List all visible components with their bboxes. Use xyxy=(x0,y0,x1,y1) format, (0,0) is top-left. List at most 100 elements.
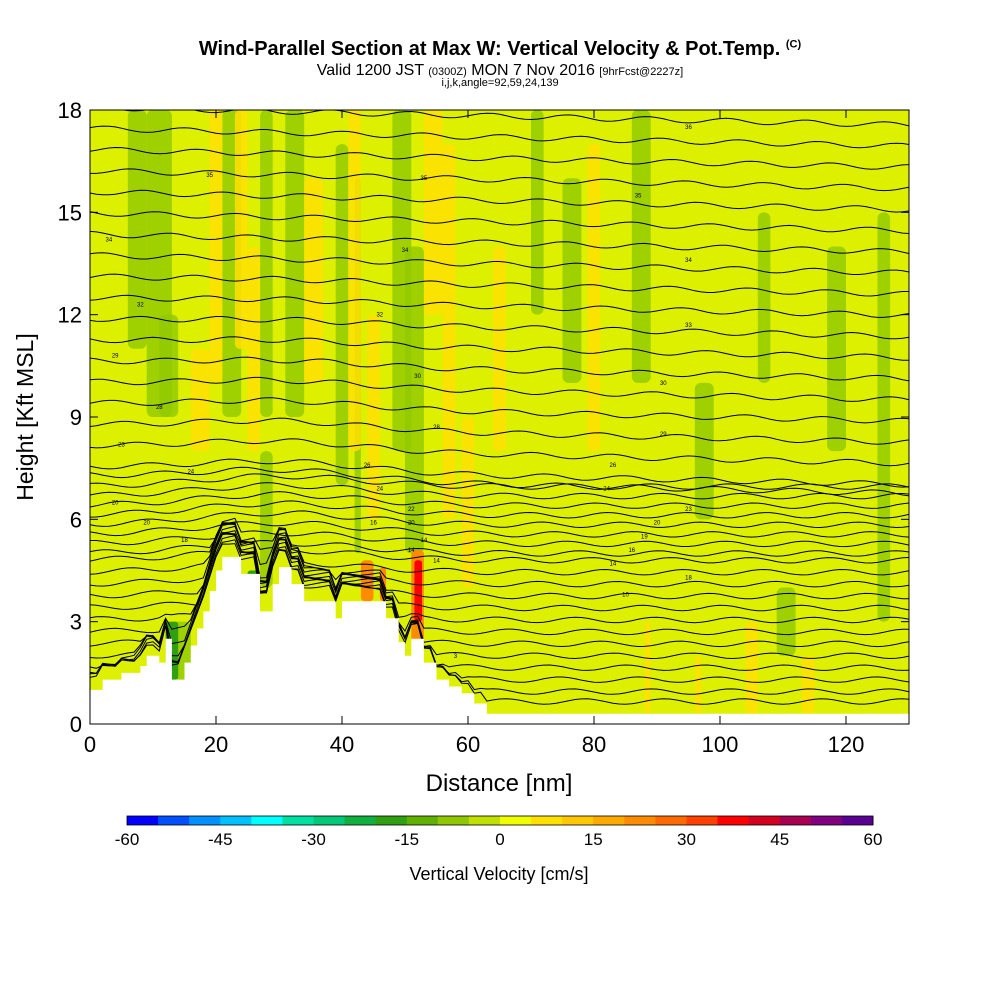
isentrope-label: 26 xyxy=(364,463,371,469)
isentrope-label: 24 xyxy=(376,487,383,493)
isentrope xyxy=(90,466,909,497)
colorbar-tick-label: -30 xyxy=(301,830,326,849)
x-axis-label: Distance [nm] xyxy=(426,770,573,797)
y-tick-label: 0 xyxy=(70,712,82,737)
isentrope xyxy=(90,417,909,445)
updraft-streak-negative xyxy=(260,110,273,417)
isentrope xyxy=(90,230,909,254)
isentrope xyxy=(90,273,909,297)
isentrope-label: 26 xyxy=(610,463,617,469)
updraft-streak-positive xyxy=(209,110,223,383)
isentrope-label: 24 xyxy=(603,487,610,493)
isentrope xyxy=(90,397,909,424)
y-axis-label: Height [Kft MSL] xyxy=(12,333,38,500)
isentrope xyxy=(90,535,909,683)
title-mark: (C) xyxy=(785,38,802,51)
isentrope-label: 20 xyxy=(143,521,150,527)
x-tick-label: 120 xyxy=(828,732,865,757)
updraft-streak-positive xyxy=(247,246,261,452)
chart-title: Wind-Parallel Section at Max W: Vertical… xyxy=(198,38,802,60)
isentrope xyxy=(120,110,909,127)
isentrope xyxy=(90,336,909,361)
updraft-streak-positive xyxy=(234,110,248,349)
updraft-streak-positive xyxy=(304,178,324,383)
colorbar-swatch xyxy=(841,816,874,825)
updraft-streak-negative xyxy=(335,144,349,486)
isentrope-label: 34 xyxy=(106,238,113,244)
colorbar-swatch xyxy=(562,816,594,825)
isentrope-label: 28 xyxy=(433,425,440,431)
x-tick-label: 20 xyxy=(204,732,228,757)
isentrope-label: 24 xyxy=(187,470,194,476)
colorbar-swatch xyxy=(593,816,625,825)
isentrope-labels: 36 35 35 34 34 34 35 32 32 33 29 30 30 28 28 29 23 24 26 26… xyxy=(106,125,693,660)
terrain xyxy=(90,556,909,724)
colorbar-swatch xyxy=(406,816,439,825)
isentrope-label: 20 xyxy=(112,500,119,506)
isentrope xyxy=(90,523,909,600)
isentrope-label: 28 xyxy=(156,405,163,411)
isentrope xyxy=(90,458,909,488)
x-tick-label: 100 xyxy=(702,732,739,757)
colorbar-tick-label: -60 xyxy=(115,830,140,849)
chart-indices: i,j,k,angle=92,59,24,139 xyxy=(441,77,559,89)
colorbar-swatch xyxy=(686,816,719,825)
colorbar-tick-label: 45 xyxy=(770,830,789,849)
colorbar-swatch xyxy=(717,816,750,825)
isentrope xyxy=(90,530,909,624)
colorbar-swatch xyxy=(251,816,283,825)
colorbar-swatch xyxy=(500,816,532,825)
updraft-streak-positive xyxy=(587,144,601,452)
isentrope xyxy=(90,525,909,612)
colorbar-tick-label: -15 xyxy=(394,830,419,849)
isentrope xyxy=(90,543,909,705)
isentrope-label: 34 xyxy=(402,248,409,254)
colorbar-swatch xyxy=(468,816,501,825)
isentrope-label: 23 xyxy=(118,442,125,448)
colorbar-tick-label: 15 xyxy=(584,830,603,849)
updraft-peak xyxy=(414,560,423,622)
isentrope-label: 23 xyxy=(685,507,692,513)
colorbar-swatch xyxy=(655,816,687,825)
isentrope xyxy=(90,356,909,382)
isentrope-label: 19 xyxy=(641,534,648,540)
colorbar-label: Vertical Velocity [cm/s] xyxy=(409,864,588,884)
isentrope-label: 18 xyxy=(685,575,692,581)
isentrope-label: 18 xyxy=(181,538,188,544)
updraft-streak-negative xyxy=(694,382,714,520)
isentrope xyxy=(90,189,909,213)
isentrope xyxy=(90,491,909,509)
colorbar-swatch xyxy=(344,816,377,825)
colorbar-swatch xyxy=(375,816,408,825)
colorbar-swatch xyxy=(158,816,190,825)
colorbar-swatch xyxy=(220,816,252,825)
colorbar-frame xyxy=(126,815,874,826)
isentrope xyxy=(90,521,909,538)
y-tick-label: 18 xyxy=(58,98,82,123)
isentrope xyxy=(90,532,909,660)
x-tick-label: 60 xyxy=(456,732,480,757)
isentrope-label: 35 xyxy=(635,193,642,199)
x-tick-label: 80 xyxy=(582,732,606,757)
isentrope-label: 35 xyxy=(206,173,213,179)
updraft-streak-negative xyxy=(877,212,891,622)
isentrope xyxy=(90,315,909,340)
isentrope-label: 14 xyxy=(408,548,415,554)
isentropes xyxy=(90,110,909,705)
updraft-streak-positive xyxy=(694,655,702,714)
updraft-streak-negative xyxy=(531,110,544,315)
colorbar-swatch xyxy=(437,816,470,825)
x-tick-label: 0 xyxy=(84,732,96,757)
isentrope-label: 34 xyxy=(685,258,692,264)
isentrope xyxy=(90,146,909,170)
colorbar-swatch xyxy=(313,816,346,825)
isentrope xyxy=(90,482,909,500)
y-tick-label: 6 xyxy=(70,507,82,532)
colorbar: -60 -45 -30 -15 0 15 30 45 60 xyxy=(115,815,882,849)
isentrope-label: 16 xyxy=(628,548,635,554)
isentrope-label: 29 xyxy=(112,354,119,360)
y-tick-label: 3 xyxy=(70,610,82,635)
updraft-streak-negative xyxy=(260,451,273,588)
colorbar-tick-label: 30 xyxy=(677,830,696,849)
